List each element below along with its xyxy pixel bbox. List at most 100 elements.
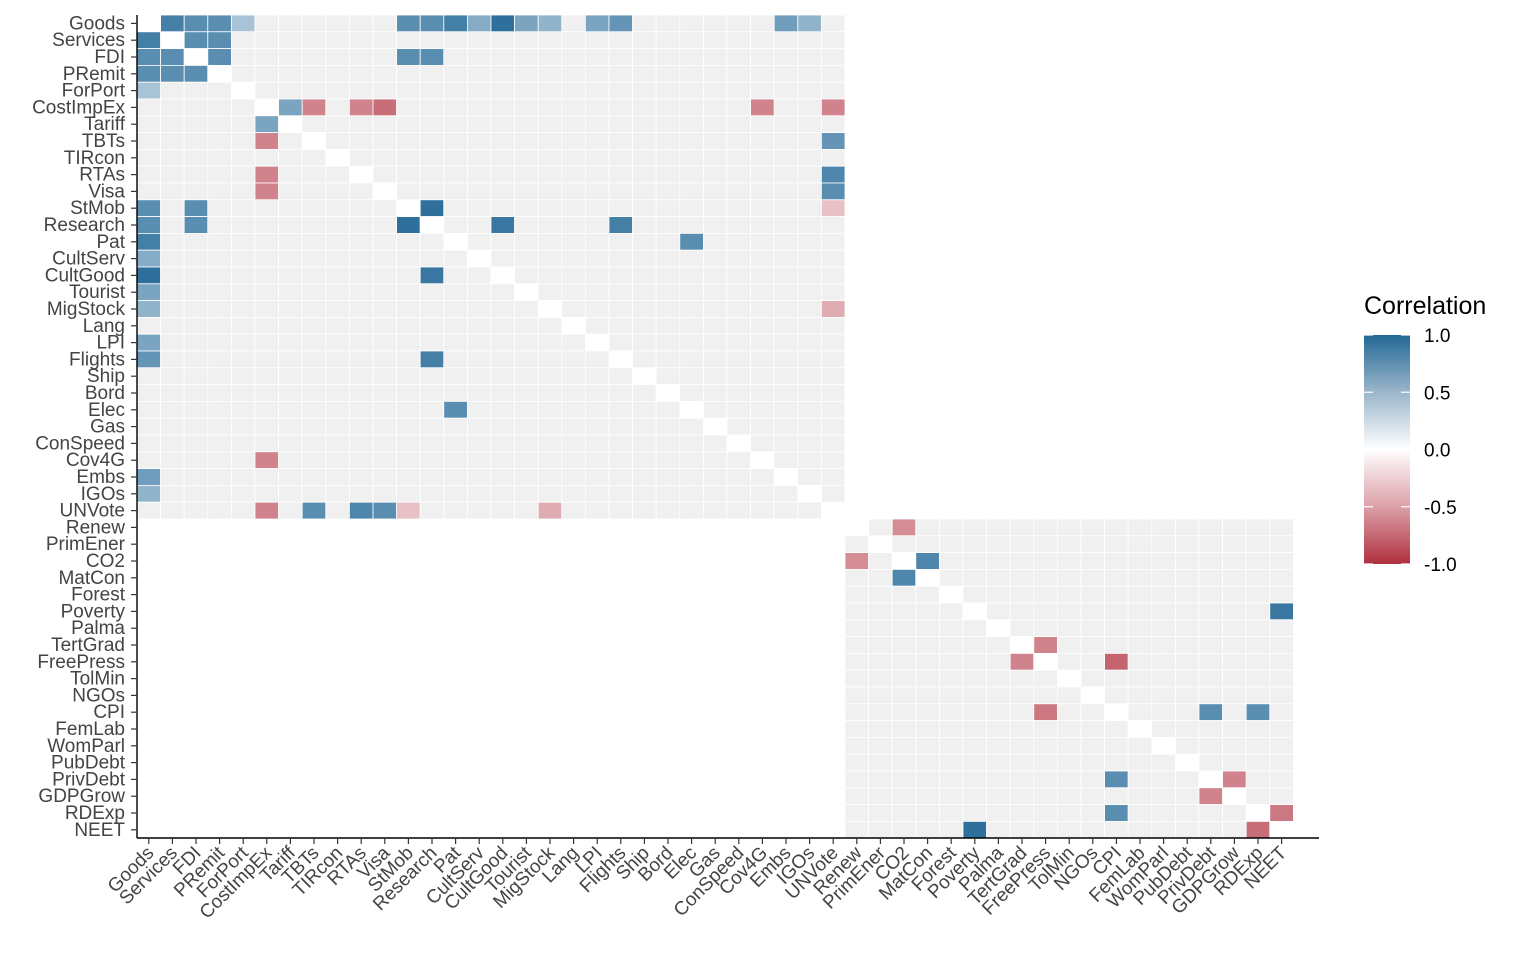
heatmap-cell xyxy=(419,417,445,436)
heatmap-cell xyxy=(585,350,610,369)
heatmap-cell xyxy=(939,770,964,789)
heatmap-cell xyxy=(1127,552,1153,570)
heatmap-cell xyxy=(1009,720,1035,738)
heatmap-cell xyxy=(537,484,563,503)
heatmap-cell xyxy=(348,216,374,234)
heatmap-cell xyxy=(868,619,893,637)
heatmap-cell xyxy=(396,316,421,335)
heatmap-cell xyxy=(655,14,681,33)
heatmap-cell xyxy=(136,400,162,419)
heatmap-cell xyxy=(1009,585,1035,604)
heatmap-cell xyxy=(821,400,846,419)
y-tick-label: Cov4G xyxy=(66,450,125,471)
heatmap-cell xyxy=(348,484,374,503)
heatmap-cell xyxy=(325,400,350,419)
heatmap-cell xyxy=(1009,753,1035,772)
heatmap-cell xyxy=(278,451,303,469)
heatmap-cell xyxy=(750,283,775,301)
heatmap-cell xyxy=(1269,821,1294,839)
heatmap-cell xyxy=(230,81,256,100)
heatmap-cell xyxy=(868,753,893,772)
heatmap-cell xyxy=(561,484,586,503)
heatmap-cell xyxy=(608,182,634,201)
heatmap-cell xyxy=(1104,569,1129,587)
heatmap-cell xyxy=(372,434,398,453)
heatmap-cell xyxy=(703,65,728,83)
heatmap-cell xyxy=(348,115,374,134)
heatmap-cell xyxy=(821,65,846,83)
heatmap-cell xyxy=(797,14,822,33)
heatmap-cell xyxy=(868,669,893,688)
heatmap-cell xyxy=(348,434,374,453)
heatmap-cell xyxy=(230,165,256,184)
heatmap-cell xyxy=(939,552,964,570)
heatmap-cell xyxy=(348,199,374,218)
heatmap-cell xyxy=(372,65,398,83)
heatmap-cell xyxy=(939,653,964,671)
heatmap-cell xyxy=(1245,703,1271,721)
heatmap-cell xyxy=(490,501,516,520)
heatmap-cell xyxy=(490,316,516,335)
heatmap-cell xyxy=(466,165,492,184)
heatmap-cell xyxy=(466,148,492,167)
heatmap-cell xyxy=(962,787,988,805)
heatmap-cell xyxy=(1198,535,1224,553)
heatmap-cell xyxy=(1245,535,1271,553)
heatmap-cell xyxy=(254,283,280,301)
heatmap-cell xyxy=(372,484,398,503)
heatmap-cell xyxy=(797,283,822,301)
heatmap-cell xyxy=(915,686,940,705)
heatmap-cell xyxy=(1222,669,1247,688)
heatmap-cell xyxy=(490,14,516,33)
heatmap-cell xyxy=(561,283,586,301)
heatmap-cell xyxy=(585,484,610,503)
y-tick-label: Poverty xyxy=(61,601,126,622)
heatmap-cell xyxy=(1151,653,1176,671)
heatmap-cell xyxy=(136,115,162,134)
heatmap-cell xyxy=(750,266,775,285)
heatmap-cell xyxy=(1033,787,1058,805)
heatmap-cell xyxy=(207,81,232,100)
heatmap-cell xyxy=(183,115,209,134)
heatmap-cell xyxy=(372,216,398,234)
heatmap-cell xyxy=(939,787,964,805)
heatmap-cell xyxy=(632,148,657,167)
y-tick-label: Bord xyxy=(85,383,125,404)
heatmap-cell xyxy=(632,132,657,150)
heatmap-cell xyxy=(348,451,374,469)
heatmap-cell xyxy=(278,350,303,369)
heatmap-cell xyxy=(230,300,256,318)
heatmap-cell xyxy=(396,165,421,184)
heatmap-cell xyxy=(372,400,398,419)
heatmap-cell xyxy=(585,283,610,301)
heatmap-cell xyxy=(679,417,704,436)
heatmap-cell xyxy=(136,81,162,100)
heatmap-cell xyxy=(372,31,398,49)
heatmap-cell xyxy=(561,65,586,83)
heatmap-cell xyxy=(301,350,327,369)
heatmap-cell xyxy=(1269,518,1294,537)
heatmap-cell xyxy=(797,266,822,285)
heatmap-cell xyxy=(490,81,516,100)
heatmap-cell xyxy=(1104,703,1129,721)
legend: Correlation 1.0 0.5 0.0 -0.5 -1.0 xyxy=(1364,292,1486,576)
heatmap-cell xyxy=(1222,518,1247,537)
heatmap-cell xyxy=(136,333,162,352)
heatmap-cell xyxy=(585,81,610,100)
heatmap-cell xyxy=(1175,518,1200,537)
heatmap-cell xyxy=(655,115,681,134)
heatmap-cell xyxy=(348,182,374,201)
heatmap-cell xyxy=(1080,619,1106,637)
heatmap-cell xyxy=(679,165,704,184)
heatmap-cell xyxy=(207,232,232,251)
heatmap-cell xyxy=(608,350,634,369)
heatmap-cell xyxy=(679,451,704,469)
heatmap-cell xyxy=(821,451,846,469)
heatmap-cell xyxy=(750,232,775,251)
heatmap-cell xyxy=(797,451,822,469)
heatmap-cell xyxy=(301,182,327,201)
heatmap-cell xyxy=(419,98,445,117)
heatmap-cell xyxy=(183,316,209,335)
heatmap-cell xyxy=(136,300,162,318)
heatmap-cell xyxy=(585,400,610,419)
